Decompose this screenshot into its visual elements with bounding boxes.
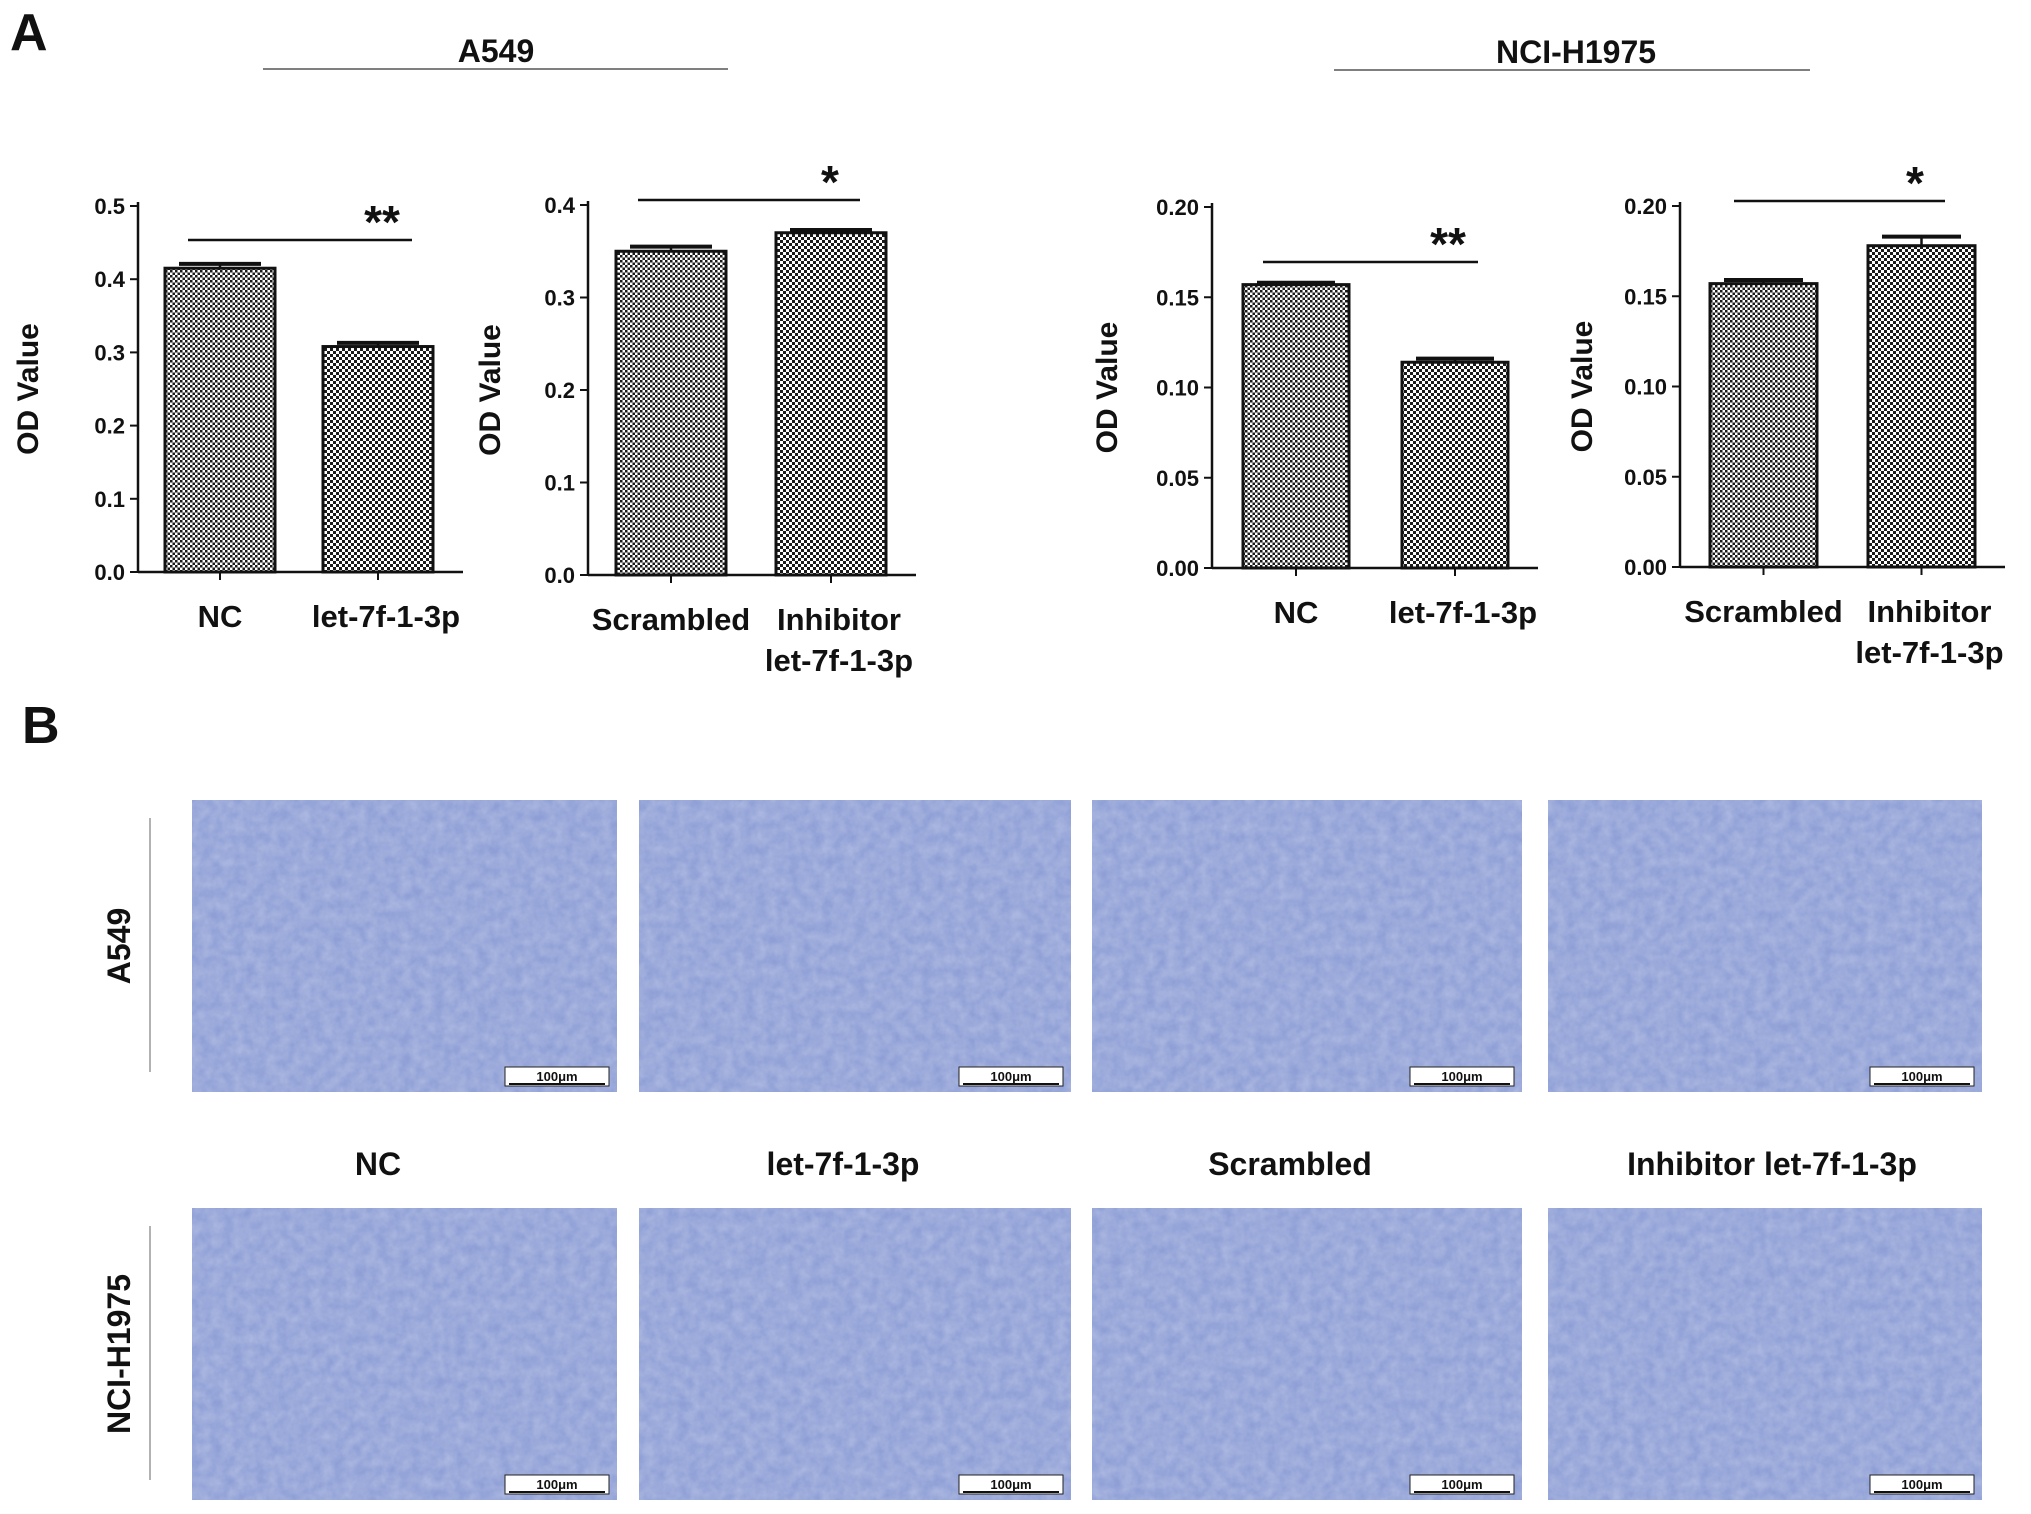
- y-tick-label: 0.10: [1156, 376, 1199, 401]
- scale-bar-label: 100μm: [536, 1069, 577, 1084]
- significance-marker: **: [1430, 218, 1466, 270]
- micrograph-cell: 100μm: [192, 800, 617, 1092]
- y-tick-label: 0.15: [1624, 284, 1667, 309]
- significance-marker: **: [364, 196, 400, 248]
- y-tick-label: 0.05: [1624, 465, 1667, 490]
- scale-bar-box: [1869, 1474, 1975, 1495]
- bar-chart-1: 0.0 0.1 0.2 0.3 0.4 0.5 OD Value NC let-7f-1-3p *…: [12, 194, 463, 634]
- x-tick-label: Inhibitor: [1868, 594, 1992, 629]
- micrograph-cell: 100μm: [1092, 1208, 1522, 1500]
- y-axis-title: OD Value: [1091, 322, 1124, 454]
- micrograph-texture: [1092, 800, 1522, 1092]
- micrograph-texture: [1548, 1208, 1982, 1500]
- scale-bar-label: 100μm: [1901, 1477, 1942, 1492]
- significance-marker: *: [1906, 157, 1924, 209]
- y-axis-title: OD Value: [1566, 321, 1599, 453]
- x-tick-label: Scrambled: [1684, 594, 1843, 629]
- panel-a-label: A: [10, 4, 48, 62]
- column-label: Scrambled: [1208, 1146, 1372, 1182]
- scale-bar-label: 100μm: [1441, 1069, 1482, 1084]
- scale-bar-box: [958, 1474, 1064, 1495]
- micrograph-cell: 100μm: [1548, 800, 1982, 1092]
- y-tick-label: 0.0: [94, 560, 125, 585]
- micrograph-cell: 100μm: [1548, 1208, 1982, 1500]
- column-label: Inhibitor let-7f-1-3p: [1627, 1146, 1917, 1182]
- x-tick-label: let-7f-1-3p: [1855, 635, 2003, 670]
- significance-marker: *: [821, 156, 839, 208]
- y-tick-label: 0.1: [94, 487, 125, 512]
- y-tick-label: 0.00: [1156, 556, 1199, 581]
- micrograph-texture: [639, 1208, 1071, 1500]
- micrograph-cell: 100μm: [639, 800, 1071, 1092]
- scale-bar-label: 100μm: [536, 1477, 577, 1492]
- scale-bar-box: [1869, 1066, 1975, 1087]
- x-tick-label: let-7f-1-3p: [312, 599, 460, 634]
- micrograph-texture: [192, 1208, 617, 1500]
- bar-charts: 0.0 0.1 0.2 0.3 0.4 0.5 OD Value NC let-7f-1-3p *…: [12, 156, 2005, 678]
- y-tick-label: 0.05: [1156, 466, 1199, 491]
- bar: [774, 231, 888, 577]
- x-tick-label: Inhibitor: [777, 602, 901, 637]
- scale-bar-box: [504, 1066, 610, 1087]
- column-label: let-7f-1-3p: [767, 1146, 920, 1182]
- row-label: A549: [101, 908, 137, 985]
- scale-bar-label: 100μm: [990, 1069, 1031, 1084]
- bar-chart-4: 0.00 0.05 0.10 0.15 0.20 OD Value Scrambled Inh…: [1566, 157, 2005, 670]
- group-title-a549: A549: [458, 33, 535, 69]
- micrograph-texture: [1548, 800, 1982, 1092]
- micrograph-cell: 100μm: [192, 1208, 617, 1500]
- y-tick-label: 0.4: [544, 193, 575, 218]
- y-tick-label: 0.4: [94, 267, 125, 292]
- scale-bar-box: [1409, 1474, 1515, 1495]
- micrograph-texture: [192, 800, 617, 1092]
- bar: [163, 266, 277, 574]
- bar: [1708, 282, 1819, 569]
- x-tick-label: NC: [1274, 595, 1319, 630]
- bar: [614, 249, 728, 577]
- group-title-nci-h1975: NCI-H1975: [1496, 34, 1656, 70]
- y-tick-label: 0.15: [1156, 285, 1199, 310]
- y-tick-label: 0.5: [94, 194, 125, 219]
- group-header-a549: A549: [263, 33, 728, 70]
- y-axis-title: OD Value: [12, 323, 45, 455]
- x-tick-label: let-7f-1-3p: [1389, 595, 1537, 630]
- row-label: NCI-H1975: [101, 1274, 137, 1434]
- bar: [1241, 283, 1351, 570]
- scale-bar-box: [958, 1066, 1064, 1087]
- x-tick-label: let-7f-1-3p: [765, 643, 913, 678]
- micrograph-cell: 100μm: [1092, 800, 1522, 1092]
- scale-bar-label: 100μm: [1901, 1069, 1942, 1084]
- y-tick-label: 0.2: [94, 414, 125, 439]
- panel-b-label: B: [22, 697, 60, 755]
- y-tick-label: 0.20: [1624, 194, 1667, 219]
- y-tick-label: 0.3: [544, 286, 575, 311]
- x-tick-label: Scrambled: [592, 602, 751, 637]
- y-tick-label: 0.00: [1624, 555, 1667, 580]
- y-tick-label: 0.0: [544, 563, 575, 588]
- scale-bar-box: [1409, 1066, 1515, 1087]
- bar: [1400, 360, 1510, 570]
- bar-chart-3: 0.00 0.05 0.10 0.15 0.20 OD Value NC let-7f-1-3…: [1091, 195, 1538, 630]
- y-tick-label: 0.2: [544, 378, 575, 403]
- bar: [321, 345, 435, 574]
- y-tick-label: 0.20: [1156, 195, 1199, 220]
- scale-bar-box: [504, 1474, 610, 1495]
- scale-bar-label: 100μm: [990, 1477, 1031, 1492]
- y-tick-label: 0.1: [544, 471, 575, 496]
- x-tick-label: NC: [198, 599, 243, 634]
- y-tick-label: 0.3: [94, 340, 125, 365]
- group-header-nci-h1975: NCI-H1975: [1334, 34, 1810, 71]
- scale-bar-label: 100μm: [1441, 1477, 1482, 1492]
- micrograph-texture: [1092, 1208, 1522, 1500]
- bar: [1866, 244, 1977, 569]
- bar-chart-2: 0.0 0.1 0.2 0.3 0.4 OD Value Scrambled Inhibito…: [474, 156, 916, 678]
- micrograph-cell: 100μm: [639, 1208, 1071, 1500]
- micrograph-grid: A549 100μm 100μm 100μm 100μm NCI-H1975 100μm 10…: [101, 800, 1982, 1500]
- column-label: NC: [355, 1146, 401, 1182]
- y-axis-title: OD Value: [474, 324, 507, 456]
- micrograph-texture: [639, 800, 1071, 1092]
- y-tick-label: 0.10: [1624, 375, 1667, 400]
